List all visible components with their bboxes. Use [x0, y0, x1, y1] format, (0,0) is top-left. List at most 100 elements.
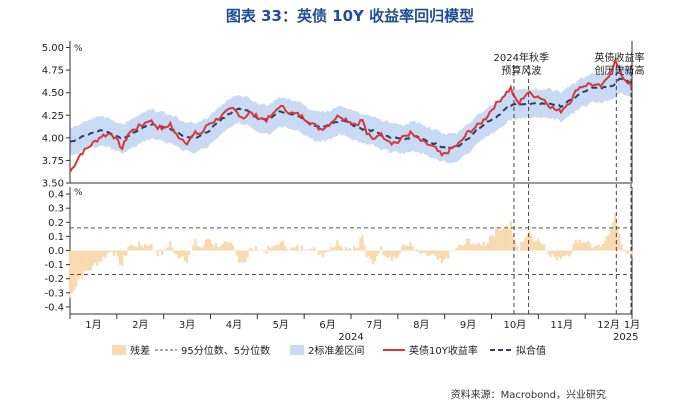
residual-bar — [221, 244, 224, 251]
residual-bar — [273, 245, 276, 251]
residual-bar — [340, 246, 343, 251]
residual-bar — [131, 245, 134, 251]
residual-bar — [415, 248, 418, 251]
residual-bar — [179, 250, 182, 258]
residual-bar — [300, 245, 304, 251]
residual-bar — [142, 247, 145, 251]
residual-bar — [398, 250, 402, 254]
residual-bar — [137, 241, 141, 251]
residual-bar — [474, 244, 477, 251]
residual-bar — [467, 238, 471, 251]
residual-bar — [413, 250, 416, 252]
residual-bar — [574, 239, 577, 251]
residual-bar — [135, 247, 138, 251]
residual-bar — [175, 250, 178, 255]
residual-bar — [576, 242, 579, 251]
residual-bar — [501, 228, 504, 251]
bottom-unit-label: % — [74, 188, 83, 198]
residual-bar — [146, 245, 149, 251]
residual-bar — [185, 250, 189, 263]
residual-bar — [313, 247, 316, 251]
legend: 残差 95分位数、5分位数 2标准差区间 英债10Y收益率 拟合值 — [112, 344, 546, 357]
legend-label: 拟合值 — [516, 344, 546, 357]
residual-bar — [307, 249, 310, 251]
residual-bar — [129, 244, 132, 251]
residual-bar — [271, 246, 274, 251]
residual-bar — [244, 250, 247, 263]
residual-bar — [480, 245, 483, 251]
residual-bar — [440, 250, 443, 263]
residual-bar — [77, 250, 80, 280]
legend-label: 95分位数、5分位数 — [181, 344, 270, 357]
residual-bar — [261, 249, 264, 251]
residual-bar — [599, 246, 602, 251]
residual-bar — [198, 246, 201, 251]
residual-bar — [206, 238, 209, 251]
residual-bar — [323, 250, 326, 253]
residual-bar — [81, 250, 84, 279]
residual-bar — [144, 243, 147, 251]
residual-bar — [311, 248, 314, 251]
residual-bar — [236, 250, 239, 256]
residual-bar — [463, 244, 466, 251]
residual-bar — [229, 242, 232, 251]
x-month-label: 11月 — [550, 319, 573, 331]
legend-item: 95分位数、5分位数 — [155, 344, 270, 357]
residual-bar — [357, 248, 360, 251]
legend-item: 英债10Y收益率 — [383, 344, 478, 357]
residual-bar — [359, 237, 362, 251]
residual-bar — [104, 250, 107, 259]
residual-bar — [610, 227, 613, 251]
residual-bar — [561, 250, 565, 257]
residual-bar — [317, 250, 320, 256]
residual-bar — [559, 250, 563, 259]
residual-bar — [582, 241, 586, 251]
residual-bar — [150, 243, 153, 251]
residual-bar — [532, 240, 535, 251]
residual-bar — [593, 246, 596, 251]
residual-bar — [173, 250, 176, 254]
residual-bar — [225, 241, 228, 251]
residual-bar — [346, 248, 349, 251]
residual-bar — [217, 247, 220, 251]
residual-bar — [472, 243, 475, 251]
top-y-tick-label: 3.50 — [42, 179, 64, 190]
x-month-label: 2月 — [132, 319, 148, 331]
residual-bar — [447, 250, 450, 259]
residual-bar — [238, 250, 241, 264]
residual-bar — [127, 246, 130, 251]
residual-bar — [432, 250, 435, 254]
residual-bar — [350, 249, 354, 251]
residual-bar — [93, 250, 97, 263]
residual-bar — [518, 249, 521, 251]
bottom-y-tick-label: 0.2 — [48, 218, 64, 229]
residual-bar — [455, 247, 458, 251]
residual-bar — [246, 250, 249, 258]
residual-bar — [478, 243, 481, 251]
residual-bar — [401, 245, 404, 251]
legend-item: 残差 — [112, 344, 150, 357]
residual-bar — [490, 235, 494, 251]
legend-item: 拟合值 — [490, 344, 546, 357]
residual-bar — [591, 247, 594, 251]
residual-bar — [549, 250, 552, 258]
residual-bar — [133, 246, 136, 251]
residual-bar — [465, 238, 469, 251]
residual-bar — [570, 250, 573, 254]
residual-bar — [110, 250, 113, 252]
residual-bar — [98, 250, 101, 262]
residual-bar — [403, 244, 406, 251]
residual-bar — [279, 241, 283, 251]
residual-bar — [371, 250, 375, 265]
residual-bar — [434, 250, 437, 256]
residual-bar — [557, 250, 560, 257]
residual-bar — [505, 225, 508, 251]
residual-bar — [396, 250, 400, 258]
x-month-label: 8月 — [413, 319, 429, 331]
residual-bar — [210, 243, 214, 251]
residual-bar — [208, 239, 212, 251]
residual-bar — [616, 225, 619, 251]
residual-bar — [202, 246, 205, 251]
residual-bar — [497, 229, 500, 251]
event-annotation: 创历史新高 — [594, 64, 644, 77]
